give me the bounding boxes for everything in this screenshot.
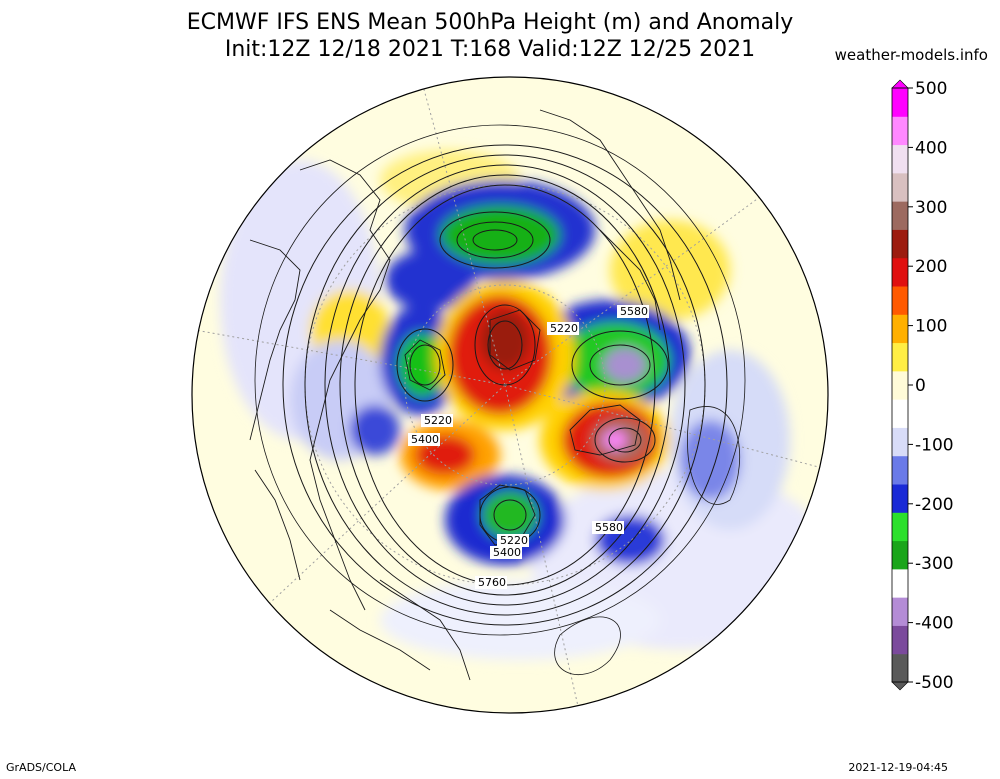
contour-label: 5220 — [550, 322, 578, 335]
colorbar-swatch — [892, 540, 908, 570]
colorbar-swatch — [892, 399, 908, 428]
colorbar-tick-label: -100 — [915, 435, 954, 455]
colorbar-swatch — [892, 484, 908, 513]
colorbar-max-arrow — [891, 79, 909, 89]
colorbar-swatch — [892, 625, 908, 655]
height-contours — [254, 124, 746, 676]
colorbar-swatch — [892, 512, 908, 542]
colorbar-tick-label: 300 — [915, 198, 947, 218]
map-title-line2: Init:12Z 12/18 2021 T:168 Valid:12Z 12/2… — [224, 37, 756, 62]
colorbar-tick-label: -500 — [915, 673, 954, 693]
colorbar-swatch — [892, 427, 908, 457]
colorbar-tick-label: 200 — [915, 257, 947, 277]
colorbar: 500 400 300 200 100 0 -100 -200 -300 -400 -500 — [891, 79, 954, 693]
colorbar-swatch — [892, 568, 908, 598]
colorbar-tick-label: -400 — [915, 614, 954, 634]
colorbar-swatch — [892, 144, 908, 174]
colorbar-tick-label: 400 — [915, 138, 947, 158]
contour-label: 5220 — [500, 534, 528, 547]
contour-label: 5760 — [478, 576, 506, 589]
contour-label: 5400 — [411, 433, 439, 446]
colorbar-swatch — [892, 201, 908, 230]
colorbar-swatch — [892, 653, 908, 683]
software-credit: GrADS/COLA — [6, 761, 76, 774]
polar-map: 5580 5220 5220 5400 5580 5220 5400 5760 — [192, 77, 828, 713]
source-label: weather-models.info — [834, 46, 988, 64]
contour-labels: 5580 5220 5220 5400 5580 5220 5400 5760 — [408, 305, 649, 589]
colorbar-swatch — [892, 286, 908, 315]
contour-label: 5580 — [595, 521, 623, 534]
colorbar-swatch — [892, 370, 908, 400]
colorbar-swatch — [892, 597, 908, 626]
colorbar-swatch — [892, 342, 908, 372]
contour-label: 5580 — [620, 305, 648, 318]
generated-timestamp: 2021-12-19-04:45 — [848, 761, 948, 774]
globe-outline — [191, 76, 829, 714]
contour-label: 5220 — [424, 414, 452, 427]
colorbar-tick-label: -300 — [915, 554, 954, 574]
colorbar-tick-label: 500 — [915, 79, 947, 99]
colorbar-tick-label: -200 — [915, 495, 954, 515]
colorbar-swatch — [892, 229, 908, 259]
map-title-line1: ECMWF IFS ENS Mean 500hPa Height (m) and… — [186, 10, 794, 35]
contour-label: 5400 — [493, 546, 521, 559]
colorbar-tick-label: 100 — [915, 317, 947, 337]
colorbar-swatch — [892, 257, 908, 287]
colorbar-swatch — [892, 88, 908, 117]
colorbar-swatch — [892, 116, 908, 146]
colorbar-tick-label: 0 — [915, 376, 926, 396]
colorbar-swatch — [892, 172, 908, 202]
colorbar-swatch — [892, 314, 908, 344]
colorbar-min-arrow — [891, 681, 909, 691]
colorbar-swatch — [892, 455, 908, 485]
